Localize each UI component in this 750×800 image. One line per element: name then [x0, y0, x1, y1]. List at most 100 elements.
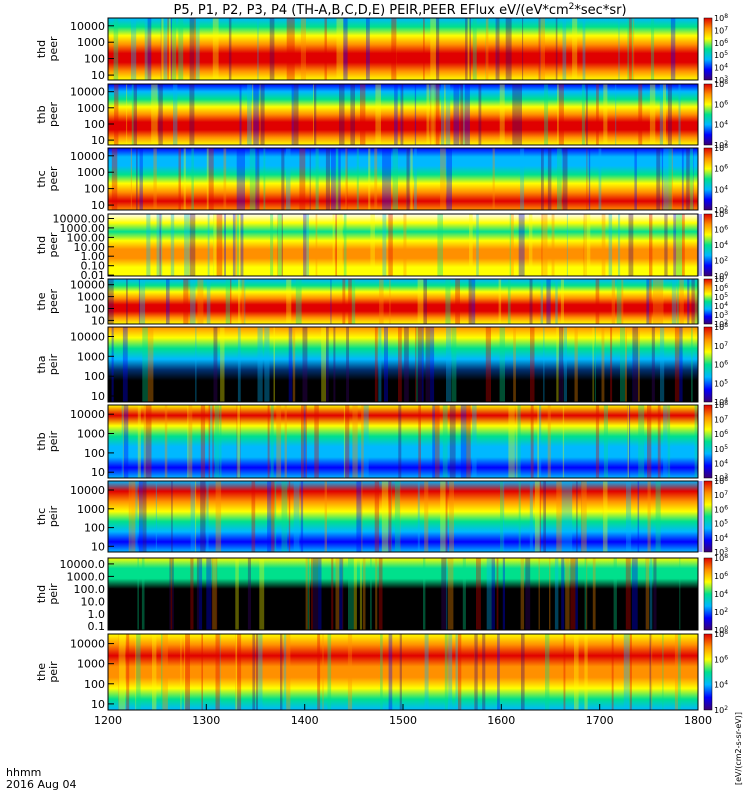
spectrogram-fill — [108, 279, 698, 324]
streak — [468, 279, 472, 324]
streak — [305, 558, 310, 630]
streak — [111, 148, 118, 210]
streak — [676, 214, 681, 276]
streak — [286, 148, 291, 210]
colorbar — [703, 480, 713, 553]
panel-frame — [107, 83, 699, 146]
y-axis-label-product: peir — [47, 505, 60, 527]
streak — [259, 84, 263, 145]
streak — [337, 214, 343, 276]
streak — [249, 148, 256, 210]
streak — [543, 327, 545, 402]
y-tick-label: 10 — [91, 698, 105, 711]
colorbar-tick-label: 102 — [714, 607, 728, 617]
streak — [239, 214, 244, 276]
streak — [585, 214, 588, 276]
y-axis-label-probe: thd — [35, 585, 48, 603]
streak — [618, 18, 620, 80]
y-tick-label: 100 — [84, 678, 105, 691]
streak — [151, 84, 155, 145]
streak — [521, 634, 525, 710]
streak — [453, 84, 460, 145]
streak — [237, 327, 241, 402]
streak — [284, 481, 286, 552]
streak — [136, 148, 138, 210]
streak — [603, 84, 608, 145]
streak — [263, 148, 266, 210]
streak — [673, 214, 677, 276]
colorbar-tick-label: 100 — [714, 271, 728, 281]
streak — [122, 327, 128, 402]
streak — [326, 327, 329, 402]
streak — [442, 405, 448, 478]
streak — [268, 481, 275, 552]
y-tick-label: 1000.0 — [67, 570, 106, 583]
streak — [431, 84, 435, 145]
streak — [190, 558, 194, 630]
streak — [264, 327, 270, 402]
spectrogram-streaks — [113, 18, 676, 80]
spectrogram-streaks — [146, 214, 702, 276]
streak — [172, 18, 177, 80]
streak — [366, 18, 370, 80]
streak — [236, 214, 241, 276]
streak — [611, 279, 615, 324]
streak — [190, 481, 196, 552]
y-axis-label-probe: thd — [35, 236, 48, 254]
panel-frame — [107, 480, 699, 553]
colorbar-tick-label: 103 — [714, 310, 728, 320]
spectrogram-panel: 10000 1000 100 10 thd peer 108 107 106 105 104 103 — [35, 13, 728, 85]
streak — [538, 558, 540, 630]
streak — [510, 214, 514, 276]
streak — [277, 214, 283, 276]
streak — [581, 84, 585, 145]
streak — [178, 18, 184, 80]
streak — [472, 18, 477, 80]
streak — [539, 18, 545, 80]
streak — [211, 558, 218, 630]
streak — [460, 405, 467, 478]
streak — [237, 405, 240, 478]
y-axis-label-product: peer — [47, 289, 60, 315]
streak — [400, 84, 404, 145]
streak — [388, 634, 393, 710]
streak — [629, 634, 632, 710]
streak — [509, 405, 515, 478]
spectrogram-fill — [108, 18, 698, 80]
streak — [649, 634, 652, 710]
streak — [436, 18, 438, 80]
streak — [252, 84, 254, 145]
streak — [520, 558, 525, 630]
colorbar — [703, 147, 713, 211]
streak — [356, 148, 359, 210]
streak — [206, 481, 209, 552]
streak — [418, 405, 421, 478]
streak — [139, 148, 143, 210]
colorbar-tick-label: 100 — [714, 625, 728, 635]
streak — [276, 405, 282, 478]
y-tick-label: 10 — [91, 314, 105, 327]
streak — [690, 148, 694, 210]
streak — [145, 405, 152, 478]
streak — [270, 405, 274, 478]
y-axis-label-probe: thb — [35, 105, 48, 123]
streak — [309, 148, 311, 210]
streak — [161, 634, 167, 710]
streak — [448, 634, 453, 710]
colorbar-tick-label: 107 — [714, 341, 728, 351]
streak — [655, 481, 661, 552]
colorbar-tick-label: 108 — [714, 143, 728, 153]
streak — [281, 481, 288, 552]
streak — [512, 84, 519, 145]
streak — [518, 481, 521, 552]
colorbar-tick-label: 107 — [714, 490, 728, 500]
y-tick-label: 1000 — [77, 428, 105, 441]
streak — [189, 279, 194, 324]
streak — [657, 405, 660, 478]
y-tick-label: 100 — [84, 183, 105, 196]
streak — [300, 18, 306, 80]
streak — [661, 84, 666, 145]
streak — [219, 405, 222, 478]
colorbar-tick-label: 102 — [714, 256, 728, 266]
